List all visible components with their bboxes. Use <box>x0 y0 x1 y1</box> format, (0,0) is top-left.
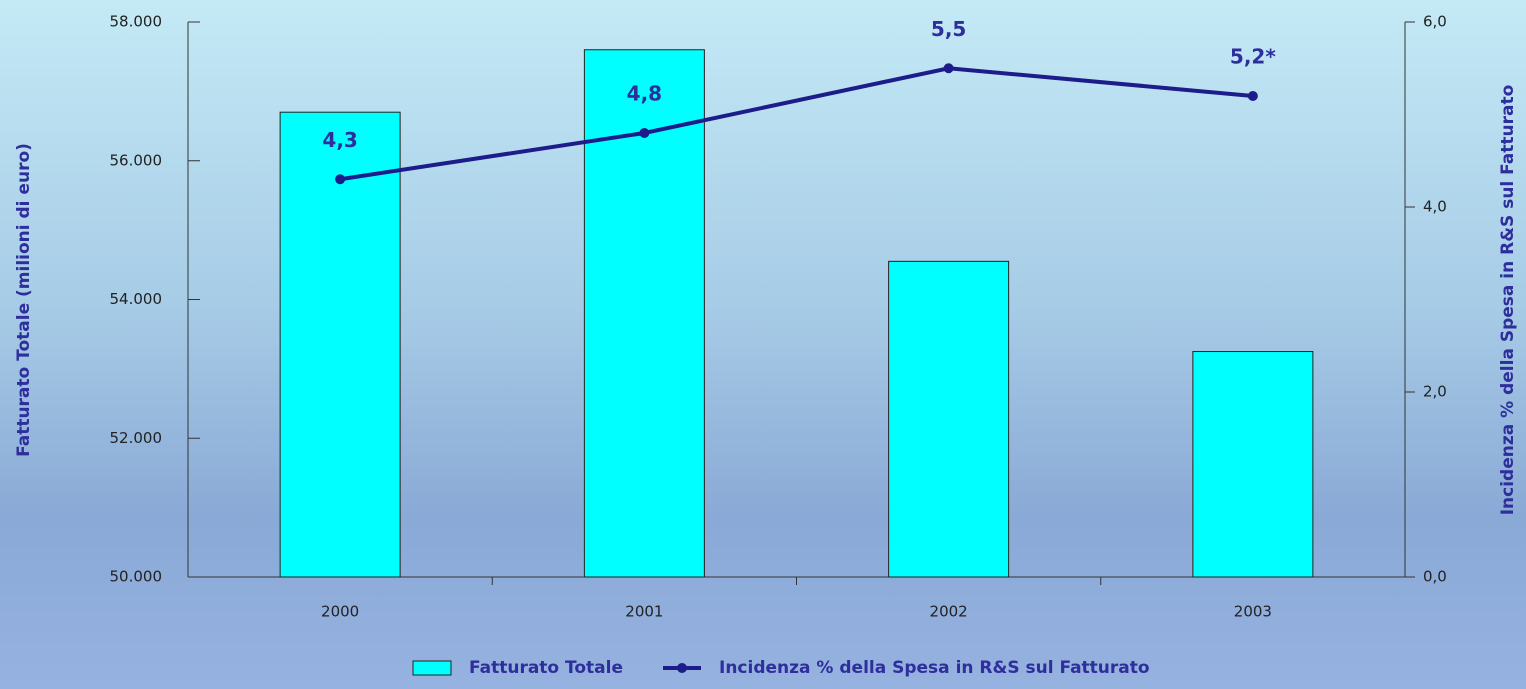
legend-swatch <box>412 660 452 676</box>
x-tick-label: 2000 <box>321 603 359 621</box>
y-tick-label: 56.000 <box>110 151 163 169</box>
y2-tick-label: 6,0 <box>1423 13 1447 31</box>
line-point <box>335 174 346 185</box>
line <box>339 66 1254 182</box>
x-tick-label: 2003 <box>1234 603 1272 621</box>
y-tick-label: 54.000 <box>110 290 163 308</box>
y-tick-label: 50.000 <box>110 568 163 586</box>
line-point <box>943 63 954 74</box>
value-label: 5,2* <box>1230 45 1276 69</box>
y2-tick-label: 2,0 <box>1423 383 1447 401</box>
x-tick-label: 2001 <box>625 603 663 621</box>
y-axis-title: Fatturato Totale (milioni di euro) <box>14 143 34 457</box>
legend-label: Incidenza % della Spesa in R&S sul Fattu… <box>719 658 1150 678</box>
bar <box>279 111 401 578</box>
value-label: 4,8 <box>627 82 662 106</box>
legend-label: Fatturato Totale <box>469 658 623 678</box>
y2-tick-label: 0,0 <box>1423 568 1447 586</box>
bar <box>1192 351 1314 578</box>
legend-swatch <box>677 663 687 673</box>
line-point <box>1247 91 1258 101</box>
value-label: 5,5 <box>931 17 966 41</box>
line-point <box>639 128 650 138</box>
value-label: 4,3 <box>322 128 357 152</box>
y-tick-label: 52.000 <box>110 429 163 447</box>
y2-axis-title: Incidenza % della Spesa in R&S sul Fattu… <box>1498 85 1518 516</box>
y2-tick-label: 4,0 <box>1423 198 1447 216</box>
bar <box>888 260 1010 578</box>
y-tick-label: 58.000 <box>110 13 163 31</box>
x-tick-label: 2002 <box>930 603 968 621</box>
